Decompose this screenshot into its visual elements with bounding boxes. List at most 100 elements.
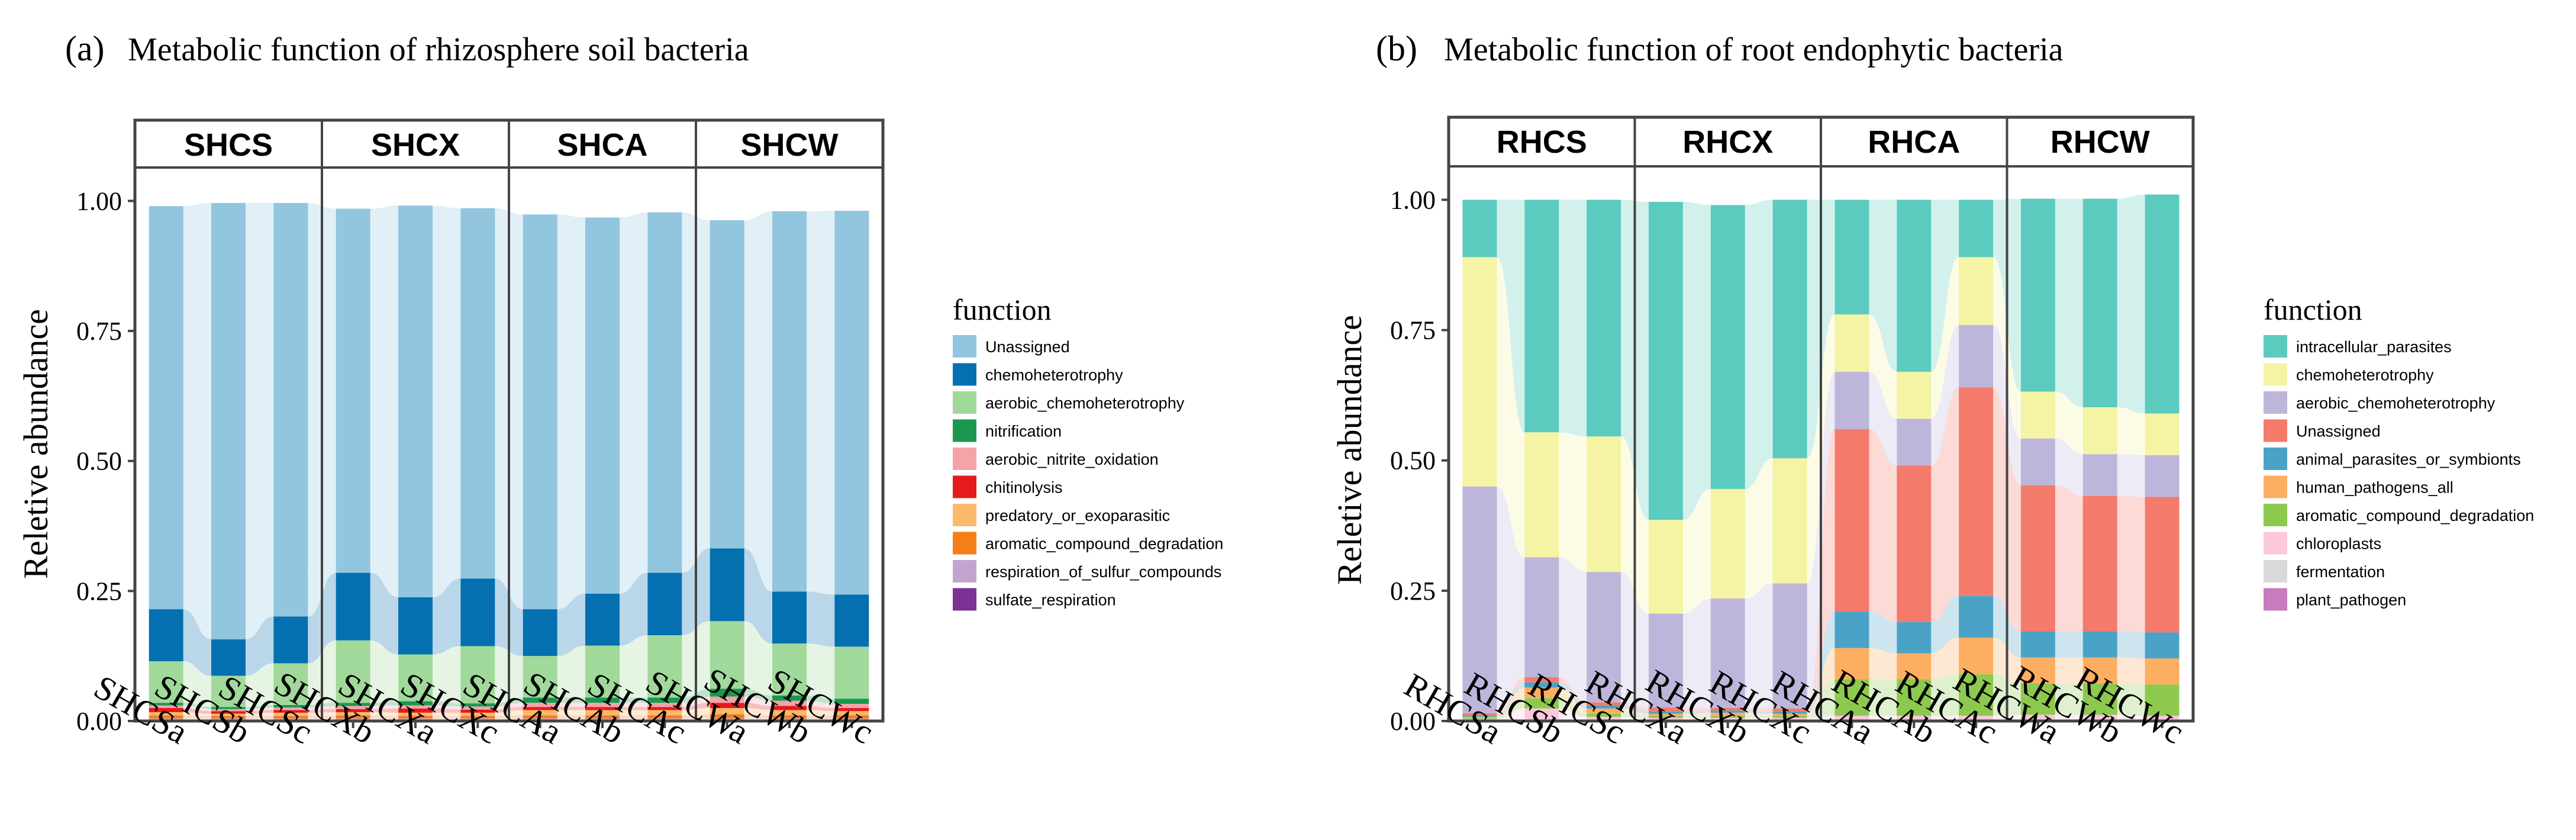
flow-aromatic_compound_degradation-3 — [1682, 716, 1711, 718]
panel-b-ylabel: Reletive abundance — [1330, 315, 1369, 585]
bar-predatory_or_exoparasitic-SHCWa — [710, 708, 744, 715]
flow-chemoheterotrophy-7 — [620, 572, 648, 646]
bar-human_pathogens_all-RHCWb — [2082, 657, 2117, 684]
flow-aerobic_chemoheterotrophy-7 — [1931, 324, 1959, 466]
flow-aromatic_compound_degradation-10 — [2117, 683, 2145, 716]
flow-Unassigned-7 — [1931, 387, 1959, 622]
bar-chitinolysis-SHCXc — [460, 709, 495, 713]
bar-aromatic_compound_degradation-SHCWc — [834, 715, 869, 719]
legend-label-nitrification: nitrification — [985, 423, 1062, 440]
panel-a-letter: (a) — [65, 29, 105, 68]
bar-chemoheterotrophy-SHCSc — [273, 616, 308, 664]
bar-intracellular_parasites-RHCWc — [2145, 194, 2180, 414]
y-tick-label: 0.75 — [76, 317, 122, 346]
flow-chemoheterotrophy-10 — [807, 591, 835, 647]
bar-nitrification-SHCAa — [523, 697, 557, 703]
facet-label-SHCX: SHCX — [371, 127, 460, 163]
bar-aerobic_nitrite_oxidation-SHCSc — [273, 707, 308, 710]
panel-b-facet-strips: RHCS RHCX RHCA RHCW — [1447, 115, 2195, 723]
flow-predatory_or_exoparasitic-4 — [433, 712, 461, 716]
bar-aerobic_chemoheterotrophy-SHCSb — [211, 675, 246, 707]
bar-chemoheterotrophy-RHCSb — [1524, 432, 1559, 558]
bar-chemoheterotrophy-RHCSa — [1462, 257, 1497, 487]
legend-swatch-plant_pathogen — [2264, 588, 2287, 611]
bar-predatory_or_exoparasitic-SHCSc — [273, 712, 308, 716]
bar-nitrification-SHCXa — [398, 701, 433, 706]
flow-aerobic_nitrite_oxidation-7 — [620, 703, 648, 707]
flow-intracellular_parasites-1 — [1559, 199, 1587, 437]
flow-aerobic_chemoheterotrophy-1 — [246, 663, 274, 707]
flow-aromatic_compound_degradation-3 — [370, 715, 398, 719]
bar-fermentation-RHCWa — [2020, 719, 2055, 720]
legend-swatch-aerobic_chemoheterotrophy — [953, 391, 976, 414]
flow-aerobic_chemoheterotrophy-4 — [1745, 583, 1773, 709]
flow-chitinolysis-9 — [744, 703, 772, 710]
legend-swatch-human_pathogens_all — [2264, 475, 2287, 498]
flow-human_pathogens_all-4 — [1745, 712, 1773, 716]
bar-animal_parasites_or_symbionts-RHCWb — [2082, 631, 2117, 658]
bar-Unassigned-RHCXb — [1710, 707, 1745, 711]
bar-Unassigned-SHCXa — [398, 205, 433, 597]
bar-Unassigned-RHCWa — [2020, 485, 2055, 632]
bar-animal_parasites_or_symbionts-RHCWc — [2145, 632, 2180, 659]
flow-predatory_or_exoparasitic-3 — [370, 712, 398, 716]
legend-label-human_pathogens_all: human_pathogens_all — [2296, 479, 2454, 497]
flow-chloroplasts-10 — [2117, 715, 2145, 719]
flow-nitrification-1 — [246, 704, 274, 709]
y-tick-label: 0.50 — [1390, 446, 1436, 475]
bar-chloroplasts-RHCWc — [2145, 716, 2180, 719]
facet-label-RHCX: RHCX — [1682, 124, 1773, 160]
flow-animal_parasites_or_symbionts-7 — [1931, 596, 1959, 654]
bar-aerobic_nitrite_oxidation-SHCWb — [772, 700, 807, 706]
legend-label-fermentation: fermentation — [2296, 563, 2385, 581]
bar-Unassigned-SHCXc — [460, 208, 495, 579]
flow-chloroplasts-0 — [1497, 708, 1525, 720]
legend-label-chemoheterotrophy: chemoheterotrophy — [2296, 366, 2434, 384]
legend-swatch-chemoheterotrophy — [953, 363, 976, 386]
flow-intracellular_parasites-10 — [2117, 194, 2145, 414]
flow-aerobic_nitrite_oxidation-10 — [807, 700, 835, 709]
bar-chemoheterotrophy-RHCWc — [2145, 413, 2180, 455]
bar-fermentation-RHCSb — [1524, 719, 1559, 720]
bar-aromatic_compound_degradation-RHCSa — [1462, 717, 1497, 719]
legend-swatch-nitrification — [953, 419, 976, 442]
bar-aerobic_chemoheterotrophy-RHCSc — [1587, 572, 1621, 703]
bar-respiration_of_sulfur_compounds-SHCAc — [647, 718, 682, 720]
flow-chemoheterotrophy-1 — [246, 616, 274, 676]
bar-chemoheterotrophy-RHCXa — [1648, 520, 1683, 614]
legend-swatch-respiration_of_sulfur_compounds — [953, 560, 976, 582]
bar-chitinolysis-SHCXb — [336, 709, 370, 713]
bar-intracellular_parasites-RHCXb — [1710, 205, 1745, 490]
flow-nitrification-3 — [370, 701, 398, 706]
bar-nitrification-SHCWc — [834, 699, 869, 704]
bar-aromatic_compound_degradation-RHCXc — [1772, 716, 1807, 718]
flow-predatory_or_exoparasitic-10 — [807, 710, 835, 716]
flow-intracellular_parasites-3 — [1682, 202, 1711, 520]
bar-chitinolysis-SHCSc — [273, 710, 308, 713]
y-tick-label: 0.25 — [1390, 577, 1436, 606]
bar-fermentation-RHCWc — [2145, 719, 2180, 720]
flow-human_pathogens_all-10 — [2117, 657, 2145, 685]
bar-chemoheterotrophy-SHCSb — [211, 639, 246, 676]
bar-chemoheterotrophy-SHCAc — [647, 572, 682, 636]
bar-aromatic_compound_degradation-SHCSc — [273, 716, 308, 719]
bar-chloroplasts-RHCAa — [1835, 716, 1869, 719]
bar-chitinolysis-SHCSa — [149, 708, 183, 713]
flow-chemoheterotrophy-7 — [1931, 257, 1959, 419]
flow-predatory_or_exoparasitic-1 — [246, 712, 274, 716]
flow-human_pathogens_all-9 — [2055, 657, 2083, 684]
bar-animal_parasites_or_symbionts-RHCXc — [1772, 712, 1807, 714]
panel-a-legend: function Unassigned chemoheterotrophy aero… — [953, 293, 1223, 611]
bar-chemoheterotrophy-SHCAa — [523, 609, 557, 656]
flow-aerobic_chemoheterotrophy-9 — [744, 621, 772, 696]
flow-aromatic_compound_degradation-6 — [557, 715, 585, 719]
bar-chemoheterotrophy-RHCWb — [2082, 407, 2117, 455]
bar-chloroplasts-RHCXc — [1772, 717, 1807, 720]
bar-respiration_of_sulfur_compounds-SHCXb — [336, 718, 370, 720]
legend-label-chitinolysis: chitinolysis — [985, 479, 1063, 497]
flow-Unassigned-1 — [1559, 677, 1587, 706]
legend-label-Unassigned: Unassigned — [2296, 423, 2381, 440]
bar-aerobic_chemoheterotrophy-RHCSa — [1462, 486, 1497, 713]
legend-swatch-chemoheterotrophy — [2264, 363, 2287, 386]
flow-aromatic_compound_degradation-1 — [246, 716, 274, 719]
